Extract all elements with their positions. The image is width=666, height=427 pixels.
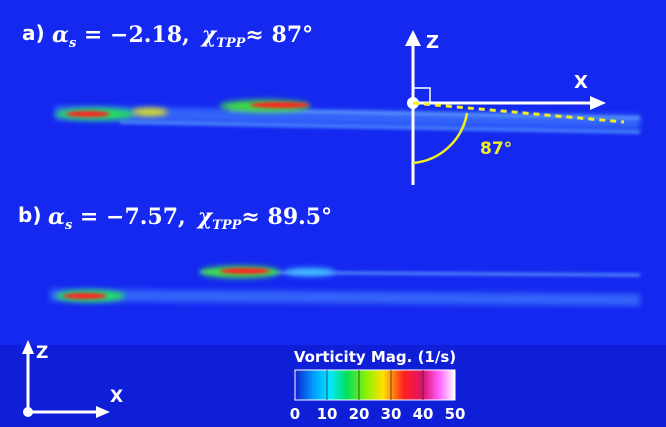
- frame-axes: [22, 340, 110, 418]
- colorbar-tick-label: 50: [445, 405, 466, 423]
- field-background: [0, 0, 666, 345]
- colorbar-tick-label: 40: [413, 405, 434, 423]
- panel-label: b): [18, 203, 41, 227]
- panel-label: a): [22, 21, 45, 45]
- axis-label: Z: [36, 343, 48, 363]
- colorbar-title: Vorticity Mag. (1/s): [294, 348, 456, 366]
- tpp-axes: [405, 30, 606, 185]
- axis-label: X: [574, 72, 588, 93]
- colorbar: [294, 369, 456, 401]
- colorbar-tick-label: 0: [290, 405, 300, 423]
- equation: αs = −2.18, χTPP≈ 87°: [52, 22, 313, 51]
- colorbar-tick-label: 10: [317, 405, 338, 423]
- tpp-line: [412, 101, 625, 124]
- equation: αs = −7.57, χTPP≈ 89.5°: [48, 204, 332, 233]
- colorbar-tick-label: 20: [349, 405, 370, 423]
- axis-label: X: [110, 387, 123, 407]
- angle-arc: [412, 112, 469, 165]
- vortex-a: [54, 100, 641, 134]
- vortex-b: [49, 266, 641, 306]
- angle-label: 87°: [480, 139, 512, 159]
- axis-label: Z: [426, 32, 439, 53]
- colorbar-tick-label: 30: [381, 405, 402, 423]
